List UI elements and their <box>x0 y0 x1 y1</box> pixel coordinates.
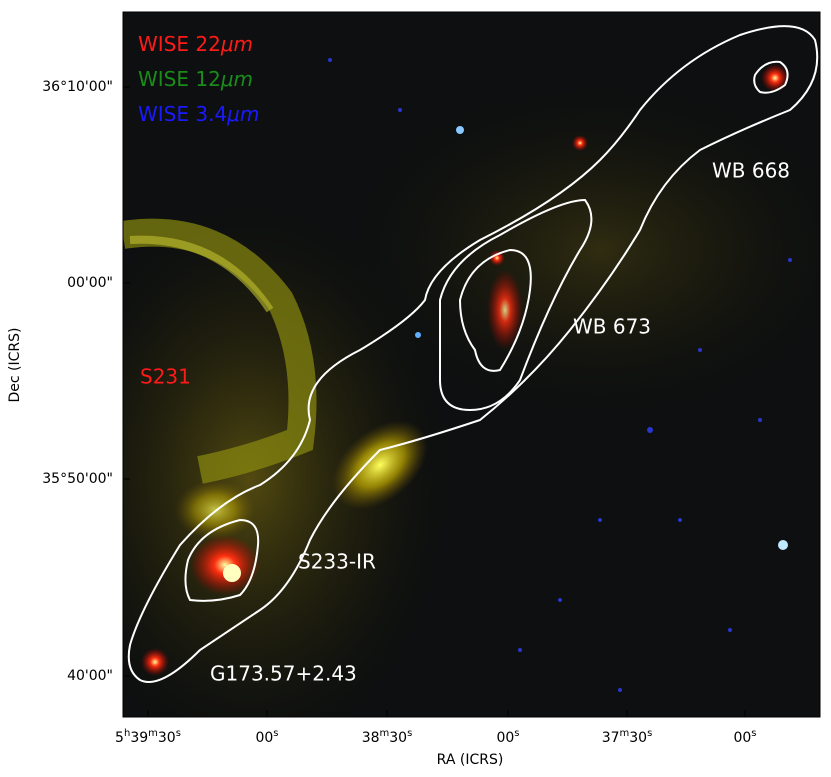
x-tick-part: s <box>176 728 181 739</box>
annotation: S233-IR <box>298 550 376 574</box>
legend-text: WISE 22 <box>138 32 221 56</box>
annotation: G173.57+2.43 <box>210 662 357 686</box>
x-tick-part: h <box>124 728 130 739</box>
legend-text: μm <box>226 102 259 126</box>
axes-frame <box>122 11 821 718</box>
x-tick-part: m <box>380 728 390 739</box>
annotation: S231 <box>140 365 191 389</box>
legend-text: WISE 3.4 <box>138 102 227 126</box>
y-axis-label: Dec (ICRS) <box>7 328 23 403</box>
x-tick-part: s <box>514 728 519 739</box>
x-tick-part: s <box>647 728 652 739</box>
x-tick-part: 00 <box>496 730 514 746</box>
legend-text: μm <box>220 32 253 56</box>
y-tick-label: 35°50'00" <box>42 471 113 487</box>
x-tick-label: 5h39m30s <box>115 728 181 746</box>
x-tick-part: 00 <box>255 730 273 746</box>
legend-text: WISE 12 <box>138 67 221 91</box>
y-tick-label: 36°10'00" <box>42 79 113 95</box>
x-tick-part: 30 <box>389 730 407 746</box>
x-tick-part: 30 <box>629 730 647 746</box>
legend-entry: WISE 12μm <box>138 67 253 91</box>
x-tick-part: 38 <box>362 730 380 746</box>
x-tick-part: 37 <box>602 730 620 746</box>
annotation: WB 673 <box>573 315 651 339</box>
legend-entry: WISE 3.4μm <box>138 102 259 126</box>
x-tick-label: 37m30s <box>602 728 653 746</box>
x-tick-part: m <box>620 728 630 739</box>
y-tick-label: 40'00" <box>67 668 113 684</box>
sky-image <box>123 12 820 717</box>
x-tick-part: m <box>148 728 158 739</box>
y-tick-label: 00'00" <box>67 275 113 291</box>
x-tick-part: s <box>751 728 756 739</box>
legend-text: μm <box>220 67 253 91</box>
x-axis-label: RA (ICRS) <box>437 752 504 768</box>
x-ticks: 5h39m30s 00s 38m30s 00s 37m30s 00s <box>115 710 757 746</box>
x-tick-label: 38m30s <box>362 728 413 746</box>
x-tick-label: 00s <box>733 728 756 746</box>
x-tick-part: s <box>407 728 412 739</box>
contours <box>127 25 819 683</box>
x-tick-label: 00s <box>255 728 278 746</box>
x-tick-part: 5 <box>115 730 124 746</box>
annotation: WB 668 <box>712 159 790 183</box>
legend-entry: WISE 22μm <box>138 32 253 56</box>
x-tick-part: 39 <box>130 730 148 746</box>
x-tick-part: 30 <box>158 730 176 746</box>
y-ticks: 36°10'00" 00'00" 35°50'00" 40'00" <box>42 79 130 684</box>
x-tick-label: 00s <box>496 728 519 746</box>
x-tick-part: s <box>273 728 278 739</box>
x-tick-part: 00 <box>733 730 751 746</box>
